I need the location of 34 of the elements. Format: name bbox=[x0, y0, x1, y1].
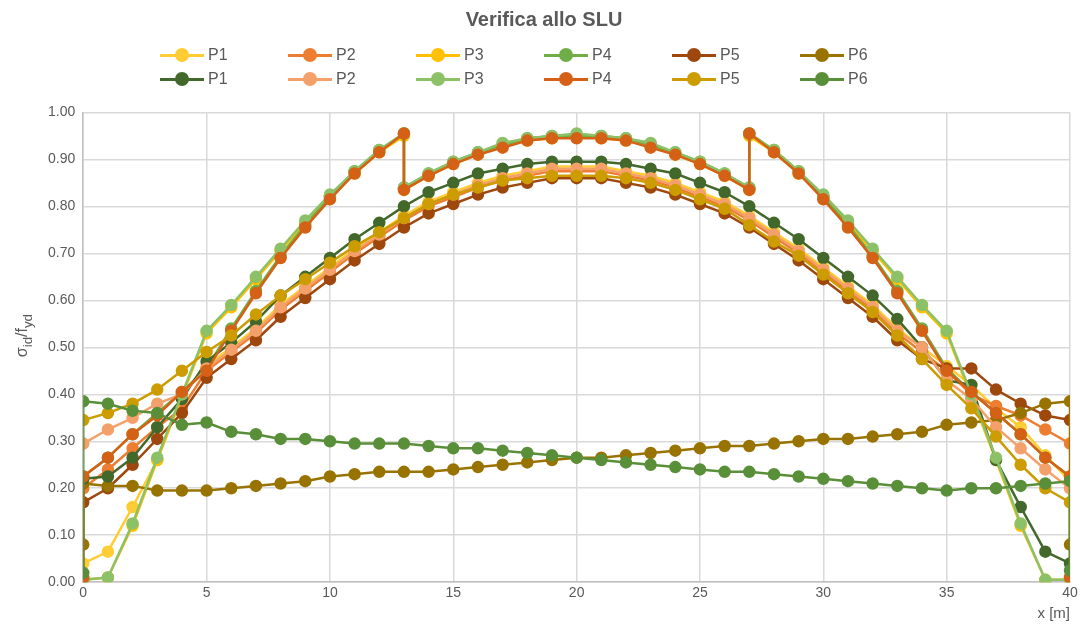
legend-label: P2 bbox=[336, 70, 356, 88]
y-tick-label: 0.10 bbox=[48, 526, 76, 543]
legend-label: P1 bbox=[208, 46, 228, 64]
x-tick-label: 40 bbox=[1062, 584, 1078, 601]
x-tick-label: 5 bbox=[202, 584, 211, 601]
y-tick-label: 0.30 bbox=[48, 432, 76, 449]
x-tick-label: 30 bbox=[815, 584, 832, 601]
legend-label: P5 bbox=[720, 46, 740, 64]
y-tick-label: 0.90 bbox=[48, 150, 76, 167]
legend-label: P5 bbox=[720, 70, 740, 88]
legend-label: P6 bbox=[848, 46, 868, 64]
x-tick-label: 25 bbox=[692, 584, 708, 601]
y-tick-label: 0.80 bbox=[48, 197, 76, 214]
legend-label: P4 bbox=[592, 70, 612, 88]
x-tick-label: 15 bbox=[445, 584, 462, 601]
y-tick-label: 0.20 bbox=[48, 479, 76, 496]
x-tick-label: 20 bbox=[568, 584, 585, 601]
y-tick-label: 1.00 bbox=[48, 103, 76, 120]
legend-label: P1 bbox=[208, 70, 228, 88]
legend-label: P3 bbox=[464, 70, 484, 88]
x-tick-label: 35 bbox=[938, 584, 955, 601]
legend-label: P2 bbox=[336, 46, 356, 64]
chart-title: Verifica allo SLU bbox=[464, 7, 624, 32]
x-tick-label: 0 bbox=[79, 584, 88, 601]
y-tick-label: 0.70 bbox=[48, 244, 76, 261]
y-tick-label: 0.50 bbox=[48, 338, 76, 355]
legend-label: P3 bbox=[464, 46, 484, 64]
y-tick-label: 0.60 bbox=[48, 291, 76, 308]
legend-label: P6 bbox=[848, 70, 868, 88]
x-axis-title: x [m] bbox=[1037, 604, 1070, 622]
y-tick-label: 0.40 bbox=[48, 385, 76, 402]
legend-label: P4 bbox=[592, 46, 612, 64]
y-tick-label: 0.00 bbox=[48, 573, 76, 590]
x-tick-label: 10 bbox=[322, 584, 338, 601]
